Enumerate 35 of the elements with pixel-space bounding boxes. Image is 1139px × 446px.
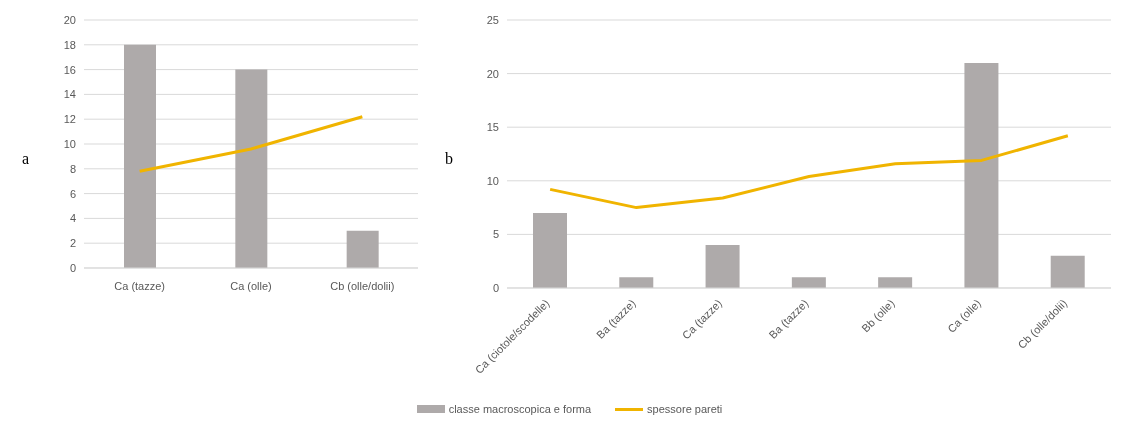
legend-label: spessore pareti [647,403,723,415]
bar [619,277,654,288]
text: b [445,150,453,168]
y-tick-label: 12 [63,113,76,126]
line-series [548,134,1070,210]
y-tick-label: 10 [486,174,499,187]
y-tick-label: 20 [63,13,76,26]
bar [235,69,268,268]
y-tick-label: 16 [63,63,76,76]
y-tick-label: 15 [486,121,499,134]
bar [1050,255,1085,288]
y-tick-label: 25 [486,13,499,26]
y-tick-label: 0 [492,281,499,294]
bar [533,212,567,288]
text: a [22,150,30,168]
legend-label: classe macroscopica e forma [448,403,592,415]
y-tick-label: 10 [63,137,76,150]
bar [705,245,740,288]
bar [346,230,379,268]
y-tick-label: 6 [69,187,76,200]
y-tick-label: 0 [69,261,76,274]
y-tick-label: 2 [69,237,76,250]
x-tick-label: Ca (olle) [230,280,272,292]
y-tick-label: 5 [492,228,499,241]
x-tick-label: Cb (olle/dolii) [330,280,395,292]
bar [964,62,999,288]
bar [124,44,156,268]
bar [878,277,913,288]
y-tick-label: 18 [63,38,76,51]
y-tick-label: 14 [63,88,76,101]
x-tick-label: Ca (tazze) [114,280,166,292]
bar [791,277,826,288]
y-tick-label: 8 [69,162,76,175]
y-tick-label: 20 [486,67,499,80]
y-tick-label: 4 [69,212,76,225]
